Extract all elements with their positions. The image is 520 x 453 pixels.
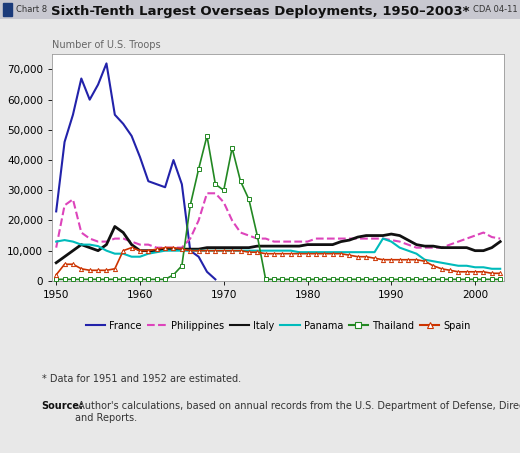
France [87, 97, 93, 102]
Philippines [321, 236, 328, 241]
Thailand [363, 277, 369, 282]
France [70, 112, 76, 117]
Philippines [330, 236, 336, 241]
Italy [321, 242, 328, 247]
Italy [229, 245, 235, 251]
Text: Sixth-Tenth Largest Overseas Deployments, 1950–2003*: Sixth-Tenth Largest Overseas Deployments… [51, 5, 469, 18]
Text: Chart 8: Chart 8 [16, 5, 47, 14]
Philippines [128, 239, 135, 244]
Panama [220, 248, 227, 253]
France [95, 82, 101, 87]
France [120, 121, 126, 126]
Text: CDA 04-11: CDA 04-11 [473, 5, 517, 14]
France [162, 184, 168, 190]
Thailand [321, 277, 328, 282]
France [171, 157, 177, 163]
Panama [313, 250, 319, 255]
Spain [497, 270, 503, 276]
Text: * Data for 1951 and 1952 are estimated.: * Data for 1951 and 1952 are estimated. [42, 374, 241, 384]
Philippines [204, 191, 210, 196]
Spain [53, 272, 59, 278]
Line: Philippines: Philippines [56, 193, 500, 248]
Thailand [53, 277, 59, 282]
Line: Thailand: Thailand [54, 134, 502, 281]
Line: Spain: Spain [54, 246, 502, 277]
Spain [128, 245, 135, 251]
France [204, 269, 210, 275]
France [103, 61, 110, 66]
Thailand [229, 145, 235, 151]
Philippines [229, 218, 235, 223]
Italy [137, 248, 143, 253]
Spain [363, 254, 369, 260]
Panama [128, 254, 135, 260]
Panama [489, 266, 495, 271]
France [212, 277, 218, 282]
France [128, 133, 135, 139]
France [145, 178, 151, 184]
Thailand [497, 277, 503, 282]
Text: Number of U.S. Troops: Number of U.S. Troops [52, 40, 161, 50]
Panama [497, 266, 503, 271]
France [78, 76, 84, 81]
France [153, 182, 160, 187]
France [53, 209, 59, 214]
France [196, 254, 202, 260]
Italy [363, 233, 369, 238]
Line: Panama: Panama [56, 239, 500, 269]
France [137, 154, 143, 160]
Philippines [363, 236, 369, 241]
Panama [380, 236, 386, 241]
Spain [321, 251, 328, 256]
Line: France: France [56, 63, 215, 280]
Spain [330, 251, 336, 256]
Italy [497, 239, 503, 244]
Philippines [497, 236, 503, 241]
France [61, 139, 68, 145]
Panama [321, 250, 328, 255]
Spain [304, 251, 310, 256]
Text: Author's calculations, based on annual records from the U.S. Department of Defen: Author's calculations, based on annual r… [75, 401, 520, 423]
Thailand [330, 277, 336, 282]
France [179, 182, 185, 187]
Italy [112, 224, 118, 229]
Legend: France, Philippines, Italy, Panama, Thailand, Spain: France, Philippines, Italy, Panama, Thai… [86, 321, 471, 331]
Panama [355, 250, 361, 255]
Panama [53, 239, 59, 244]
Philippines [304, 239, 310, 244]
Spain [229, 248, 235, 253]
Line: Italy: Italy [56, 226, 500, 263]
Italy [304, 242, 310, 247]
Italy [53, 260, 59, 265]
Text: Source:: Source: [42, 401, 84, 411]
Thailand [128, 277, 135, 282]
France [187, 248, 193, 253]
Panama [296, 250, 302, 255]
Bar [3, 3, 12, 16]
Spain [137, 248, 143, 253]
Italy [330, 242, 336, 247]
Philippines [53, 245, 59, 251]
Thailand [304, 277, 310, 282]
Thailand [204, 133, 210, 139]
France [112, 112, 118, 117]
